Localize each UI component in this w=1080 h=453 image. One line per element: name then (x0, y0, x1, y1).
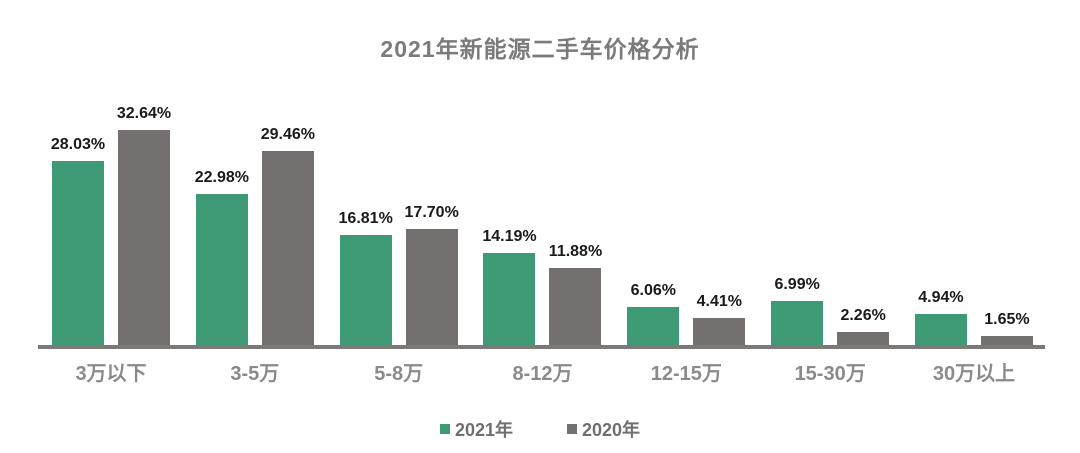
bar-rect (837, 332, 890, 347)
x-axis-line (38, 345, 1045, 349)
bar-value-label: 32.64% (116, 104, 172, 122)
legend-label: 2021年 (454, 420, 513, 440)
bar-group: 4.94% 1.65% (914, 289, 1033, 347)
bar-value-label: 11.88% (548, 243, 603, 260)
bar-2020年: 1.65% (980, 311, 1033, 347)
bar-value-label: 29.46% (260, 126, 315, 144)
bar-2020年: 32.64% (116, 104, 172, 347)
x-axis-label: 5-8万 (374, 363, 424, 385)
bar-rect (261, 151, 314, 347)
bar-2020年: 29.46% (260, 126, 315, 347)
x-axis-label: 12-15万 (650, 363, 722, 385)
bar-value-label: 1.65% (984, 311, 1030, 328)
bar-groups: 28.03% 32.64% 22.98% 29.46% 16.81% 17.70% 14.1… (50, 60, 1033, 347)
bar-2020年: 2.26% (837, 307, 890, 347)
x-axis-label: 8-12万 (512, 363, 573, 385)
bar-2020年: 11.88% (548, 243, 603, 347)
bar-2020年: 17.70% (404, 204, 459, 347)
bar-2021年: 6.06% (627, 281, 680, 347)
bar-value-label: 4.94% (918, 289, 964, 307)
bar-rect (914, 314, 967, 347)
x-axis-label: 30万以上 (932, 363, 1016, 385)
plot-area: 28.03% 32.64% 22.98% 29.46% 16.81% 17.70% 14.1… (38, 60, 1045, 349)
chart-title: 2021年新能源二手车价格分析 (380, 36, 700, 62)
x-axis-label: 3万以下 (75, 363, 147, 385)
legend-item: 2021年 (439, 416, 513, 442)
bar-rect (405, 229, 458, 347)
bar-value-label: 4.41% (696, 292, 742, 310)
bar-2021年: 14.19% (482, 227, 537, 347)
bar-rect (52, 160, 104, 347)
x-axis-labels: 3万以下 3-5万 5-8万 8-12万 12-15万 15-30万 30万以上 (52, 357, 1033, 386)
bar-rect (339, 235, 392, 347)
legend-item: 2020年 (567, 416, 640, 442)
bar-rect (771, 300, 824, 347)
bar-value-label: 22.98% (194, 169, 249, 187)
legend-swatch-icon (439, 424, 450, 434)
bar-2021年: 6.99% (771, 275, 824, 347)
x-axis-label: 15-30万 (794, 363, 866, 385)
bar-2021年: 4.94% (914, 289, 967, 347)
bar-group: 22.98% 29.46% (194, 126, 315, 347)
bar-group: 6.06% 4.41% (627, 281, 746, 347)
bar-rect (980, 336, 1033, 347)
bar-2020年: 4.41% (693, 292, 746, 347)
bar-2021年: 22.98% (194, 169, 249, 347)
bar-value-label: 6.99% (774, 275, 820, 293)
bar-value-label: 17.70% (404, 204, 459, 222)
bar-rect (118, 129, 170, 347)
bar-group: 14.19% 11.88% (482, 227, 603, 347)
legend: 2021年 2020年 (0, 416, 1080, 442)
bar-value-label: 6.06% (630, 281, 676, 299)
bar-group: 28.03% 32.64% (50, 104, 172, 347)
bar-rect (693, 317, 746, 347)
bar-rect (627, 306, 680, 347)
bar-value-label: 2.26% (840, 307, 886, 324)
bar-group: 16.81% 17.70% (338, 204, 459, 347)
bar-rect (549, 268, 602, 347)
bar-rect (483, 252, 536, 347)
x-axis-label: 3-5万 (230, 363, 280, 385)
bar-2021年: 16.81% (338, 210, 393, 347)
bar-rect (195, 194, 248, 347)
bar-value-label: 16.81% (338, 210, 393, 228)
bar-value-label: 28.03% (50, 135, 106, 153)
bar-value-label: 14.19% (482, 227, 537, 245)
legend-swatch-icon (567, 424, 577, 434)
legend-label: 2020年 (582, 420, 641, 440)
bar-group: 6.99% 2.26% (771, 275, 890, 347)
bar-2021年: 28.03% (50, 135, 106, 347)
